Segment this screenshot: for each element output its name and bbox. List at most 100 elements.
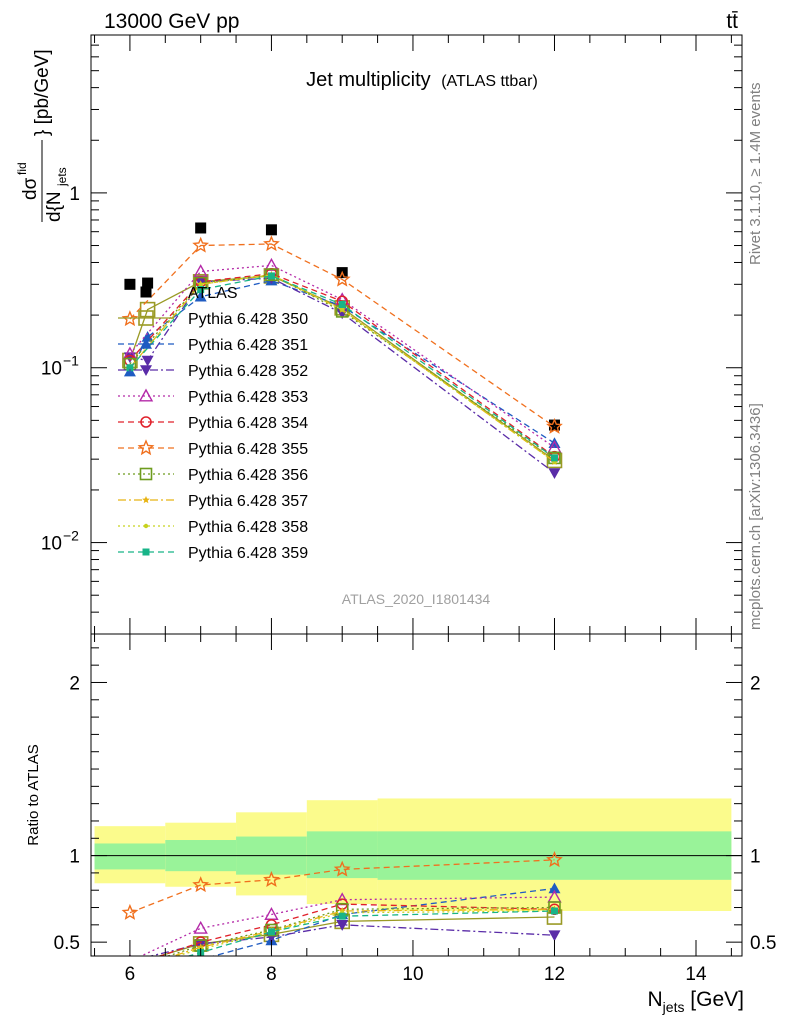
main-data-point (340, 307, 345, 312)
energy-label: 13000 GeV pp (104, 10, 239, 33)
main-data-point (141, 330, 154, 342)
ratio-series-2 (148, 920, 561, 956)
legend-label: Pythia 6.428 357 (188, 493, 308, 510)
main-data-point (550, 454, 558, 462)
main-series-line (129, 243, 555, 428)
ratio-panel: 0.5 0.51 12 2 6 8 10 12 14 Ratio to ATLAS Njets… (25, 633, 777, 1015)
ratio-y-tick-label-right: 0.5 (750, 933, 776, 954)
ratio-data-point (267, 928, 275, 936)
main-y-label-units: } [pb/GeV] (32, 49, 53, 136)
x-axis-label: Njets [GeV] (648, 988, 745, 1015)
legend-marker (139, 467, 153, 481)
ratio-data-point (193, 920, 208, 934)
main-y-tick-exponent: −2 (63, 528, 79, 544)
ratio-data-point (192, 876, 210, 893)
main-series-6 (121, 235, 563, 434)
main-data-point (139, 301, 156, 318)
main-data-point (123, 352, 136, 364)
ratio-data-point (546, 851, 563, 868)
legend-entry: Pythia 6.428 350 (118, 310, 308, 328)
main-data-point (121, 310, 139, 327)
main-subtitle-text: (ATLAS ttbar) (441, 73, 538, 90)
legend-entry: Pythia 6.428 353 (118, 388, 308, 406)
x-tick-label: 12 (544, 964, 565, 985)
legend-entry: Pythia 6.428 355 (118, 439, 308, 458)
main-data-point (263, 235, 280, 252)
main-series-line (129, 275, 555, 459)
main-data-point (546, 417, 563, 434)
analysis-id: ATLAS_2020_I1801434 (342, 591, 491, 607)
main-data-point (142, 277, 154, 289)
main-y-label-fid: fid (15, 162, 29, 175)
ratio-y-tick-label-right: 2 (750, 673, 761, 694)
x-tick-label: 8 (266, 964, 277, 985)
x-tick-label: 14 (685, 964, 707, 985)
side-label-rivet: Rivet 3.1.10, ≥ 1.4M events (747, 83, 764, 266)
main-series-10 (126, 272, 558, 462)
ratio-axis-ticks (91, 634, 742, 956)
x-tick-label: 10 (402, 964, 423, 985)
legend-entry: Pythia 6.428 351 (118, 337, 308, 354)
process-label: tt̄ (726, 10, 738, 33)
legend-entry: Pythia 6.428 352 (118, 363, 308, 380)
ratio-y-tick-labels: 0.5 0.5 1 1 2 2 (54, 673, 777, 954)
legend-label: Pythia 6.428 355 (188, 441, 308, 458)
ratio-data-point (550, 907, 558, 915)
main-data-point (333, 270, 351, 287)
ratio-series-line (186, 910, 555, 956)
main-panel: 10 −210 −11 Jet multiplicity (ATLAS ttbar)… (15, 34, 743, 635)
x-axis-label-text: Njets [GeV] (648, 988, 745, 1015)
legend-label: Pythia 6.428 351 (188, 337, 308, 354)
main-data-point (192, 236, 210, 253)
legend-marker (142, 548, 150, 556)
legend-label: Pythia 6.428 359 (188, 545, 308, 562)
main-data-point (198, 282, 203, 287)
main-y-tick-label: 10 (41, 359, 62, 380)
legend-label: Pythia 6.428 352 (188, 363, 308, 380)
main-y-axis-label: dσ fid d{N jets} [pb/GeV] (15, 49, 69, 222)
main-data-point (264, 257, 279, 271)
main-data-point (194, 290, 207, 302)
legend-label: Pythia 6.428 350 (188, 311, 308, 328)
ratio-y-axis-label: Ratio to ATLAS (25, 744, 42, 845)
main-data-point (265, 224, 277, 236)
legend-entry: Pythia 6.428 359 (118, 545, 308, 562)
main-axis-ticks (91, 34, 742, 635)
main-y-tick-labels: 10 −210 −11 (41, 184, 80, 555)
main-series-layer (121, 222, 563, 480)
ratio-series-5 (121, 851, 563, 920)
ratio-bands (94, 798, 732, 911)
main-title: Jet multiplicity (ATLAS ttbar) (306, 69, 538, 91)
ratio-y-tick-label: 0.5 (54, 933, 80, 954)
ratio-data-point (336, 920, 349, 931)
legend-label: Pythia 6.428 358 (188, 519, 308, 536)
main-data-point (197, 286, 205, 294)
legend-marker (138, 388, 154, 402)
legend-entry: Pythia 6.428 358 (118, 519, 308, 536)
ratio-y-tick-label: 2 (69, 673, 80, 694)
ratio-series-line (139, 896, 555, 956)
ratio-data-point (548, 930, 561, 942)
legend-label: Pythia 6.428 356 (188, 467, 308, 484)
legend-marker (143, 523, 149, 529)
ratio-data-point (333, 860, 351, 877)
legend-marker (140, 365, 152, 376)
main-y-label-numerator: dσ (20, 177, 41, 200)
legend-entry: Pythia 6.428 357 (118, 493, 308, 510)
main-series-line (129, 274, 555, 459)
x-tick-label: 6 (125, 964, 136, 985)
legend-entry: Pythia 6.428 354 (118, 415, 308, 432)
legend-entry: Pythia 6.428 356 (118, 467, 308, 484)
main-data-point (267, 272, 275, 280)
ratio-band-inner (306, 831, 378, 879)
main-data-point (265, 268, 278, 282)
ratio-series-line (129, 859, 555, 914)
legend-marker (137, 439, 155, 456)
x-tick-labels: 6 8 10 12 14 (125, 964, 707, 985)
ratio-series-line (158, 903, 555, 956)
ratio-data-point (263, 870, 280, 887)
ratio-y-tick-label-right: 1 (750, 847, 761, 868)
legend-marker (140, 286, 152, 298)
ratio-y-tick-label: 1 (69, 847, 80, 868)
